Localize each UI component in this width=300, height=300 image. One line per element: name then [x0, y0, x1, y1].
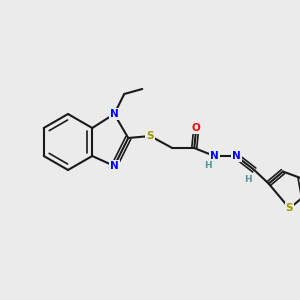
Text: N: N: [110, 161, 118, 171]
Text: N: N: [110, 109, 118, 119]
Text: N: N: [232, 151, 241, 161]
Text: S: S: [286, 203, 293, 213]
Text: H: H: [204, 160, 212, 169]
Text: N: N: [210, 151, 219, 161]
Text: O: O: [192, 123, 201, 133]
Text: H: H: [244, 176, 252, 184]
Text: S: S: [146, 131, 154, 141]
